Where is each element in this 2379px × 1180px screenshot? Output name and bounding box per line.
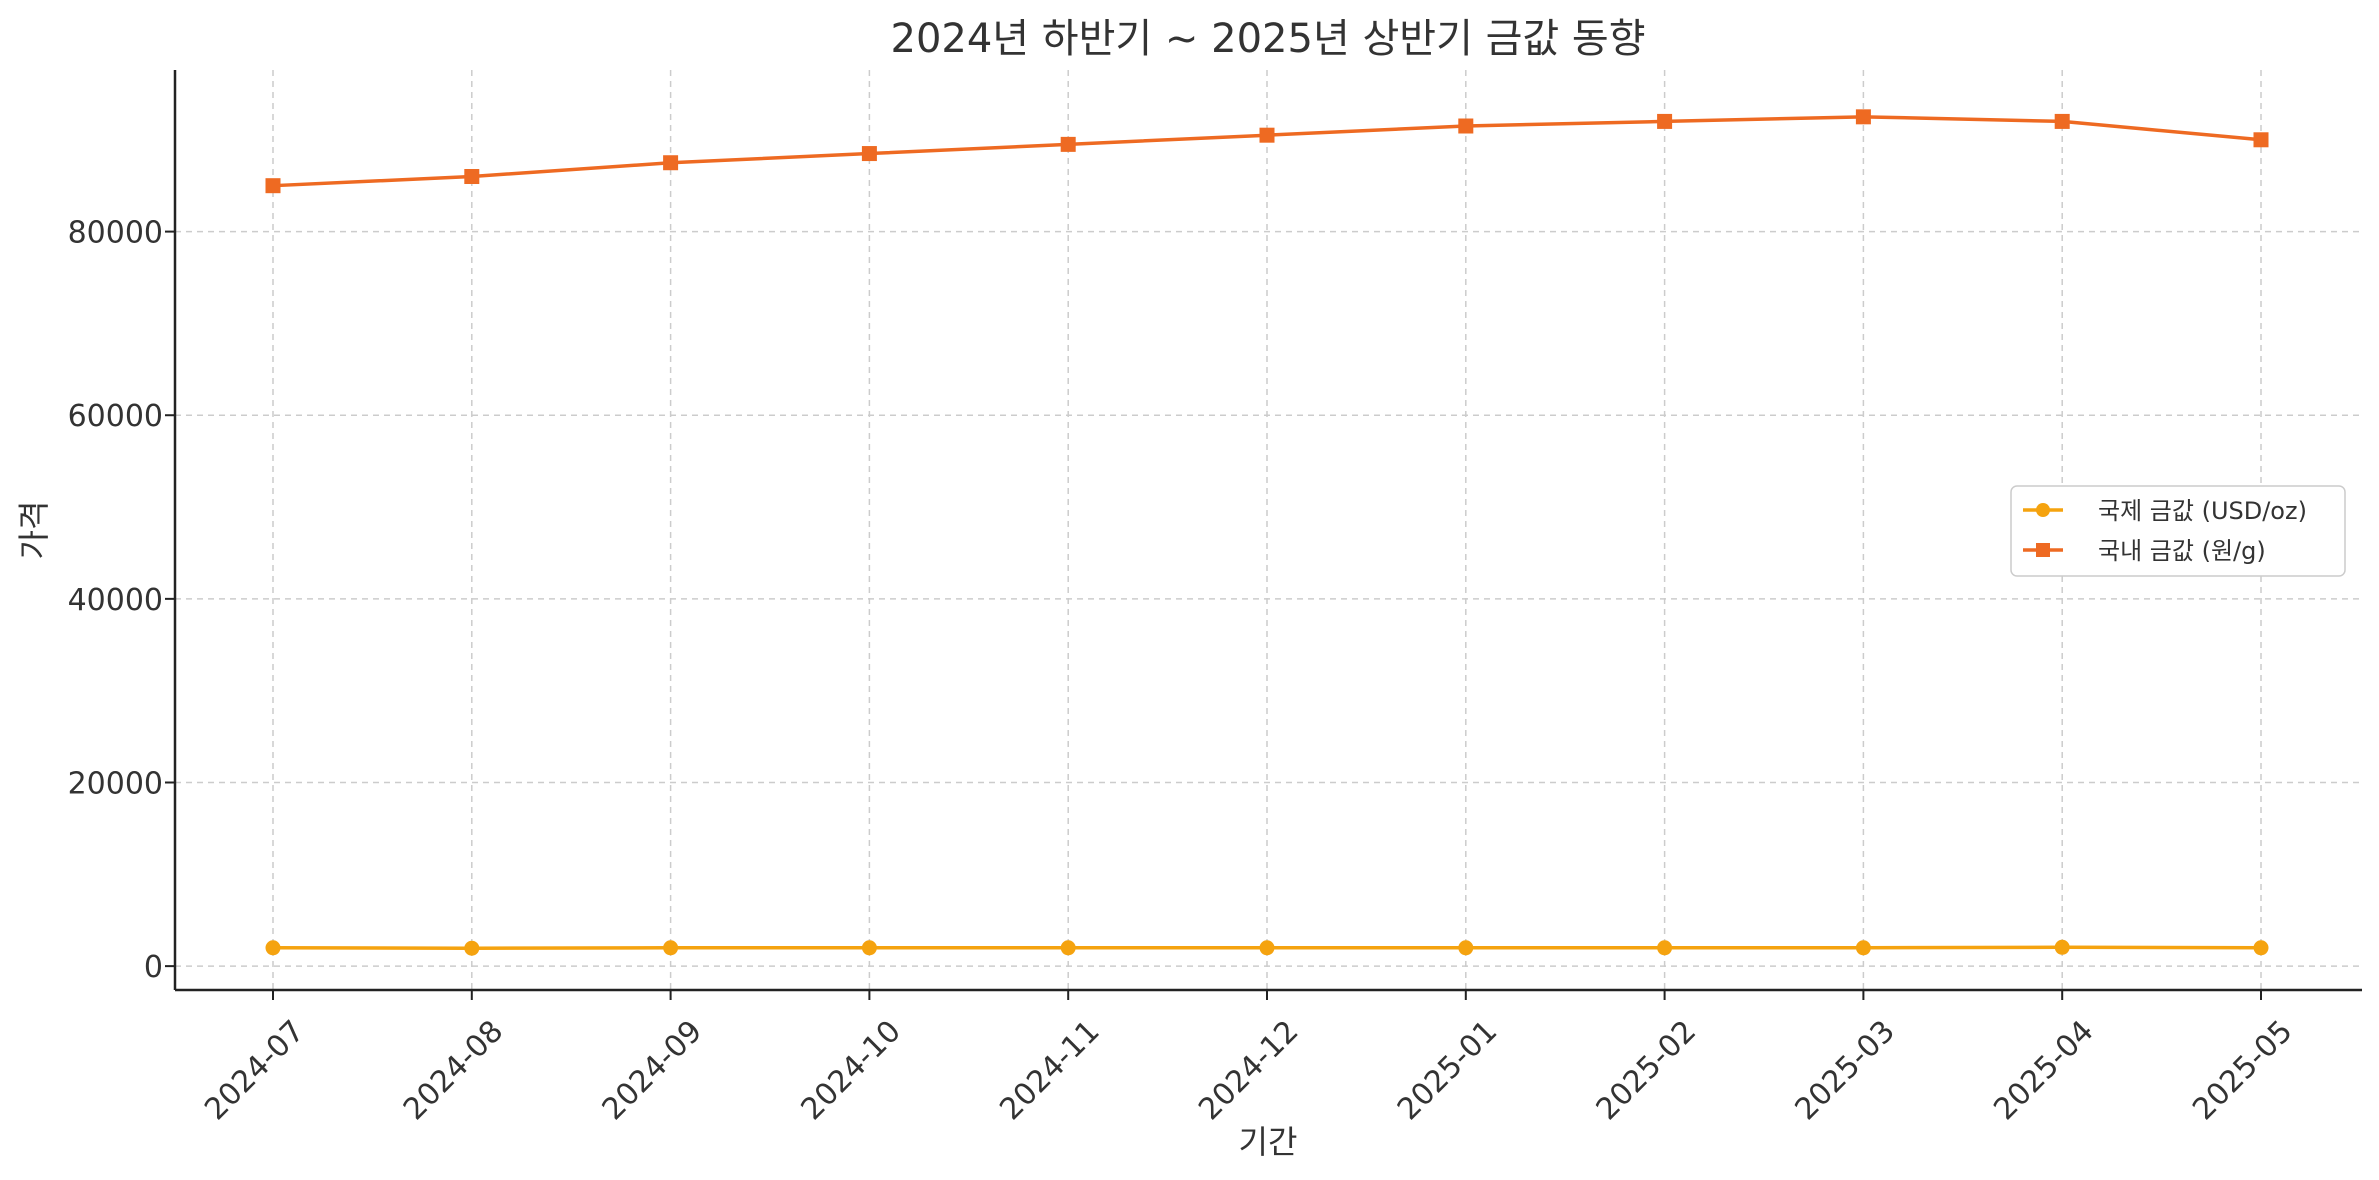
data-point	[1855, 940, 1871, 956]
y-tick-label: 20000	[68, 766, 163, 801]
legend-box	[2010, 485, 2346, 577]
data-point	[1458, 940, 1474, 956]
chart-title: 2024년 하반기 ~ 2025년 상반기 금값 동향	[891, 16, 1646, 62]
x-tick-label: 2024-07	[198, 1014, 311, 1127]
data-point	[2253, 940, 2269, 956]
x-tick-label: 2024-09	[596, 1014, 709, 1127]
y-tick-label: 40000	[68, 583, 163, 618]
y-ticks: 0 20000 40000 60000 80000	[68, 216, 175, 985]
data-point	[1657, 940, 1673, 956]
data-point	[663, 155, 679, 171]
data-point	[2054, 939, 2070, 955]
x-axis-label: 기간	[1239, 1123, 1298, 1161]
x-tick-label: 2025-04	[1987, 1014, 2100, 1127]
y-tick-label: 80000	[68, 216, 163, 251]
data-point	[265, 178, 281, 194]
data-point	[861, 940, 877, 956]
data-point	[1060, 136, 1076, 152]
x-tick-label: 2025-03	[1789, 1014, 1902, 1127]
data-point	[1458, 118, 1474, 134]
x-tick-label: 2024-11	[993, 1014, 1106, 1127]
data-point	[1657, 113, 1673, 129]
legend-entry-2: 국내 금값 (원/g)	[2023, 537, 2266, 565]
x-tick-label: 2024-12	[1192, 1014, 1305, 1127]
data-point	[464, 940, 480, 956]
legend-label: 국내 금값 (원/g)	[2098, 537, 2266, 565]
series-2	[265, 109, 2269, 194]
y-axis-label: 가격	[15, 501, 53, 560]
data-point	[2054, 113, 2070, 129]
x-tick-label: 2024-10	[795, 1014, 908, 1127]
y-tick-label: 60000	[68, 399, 163, 434]
axes	[173, 70, 2362, 992]
legend-marker	[2036, 543, 2050, 557]
legend-label: 국제 금값 (USD/oz)	[2098, 497, 2307, 525]
x-tick-label: 2024-08	[397, 1014, 510, 1127]
data-point	[265, 940, 281, 956]
x-tick-label: 2025-05	[2186, 1014, 2299, 1127]
data-point	[2253, 132, 2269, 148]
series	[265, 109, 2269, 956]
grid	[175, 70, 2362, 990]
legend-entry-1: 국제 금값 (USD/oz)	[2023, 497, 2307, 525]
y-tick-label: 0	[144, 950, 163, 985]
data-point	[1259, 940, 1275, 956]
x-ticks: 2024-07 2024-08 2024-09 2024-10 2024-11 2024-…	[198, 990, 2300, 1127]
data-point	[1259, 127, 1275, 143]
data-point	[464, 169, 480, 185]
x-tick-label: 2025-02	[1590, 1014, 1703, 1127]
x-tick-label: 2025-01	[1391, 1014, 1504, 1127]
data-point	[1855, 109, 1871, 125]
series-1	[265, 939, 2269, 956]
legend-marker	[2036, 503, 2050, 517]
data-point	[663, 940, 679, 956]
data-point	[1060, 940, 1076, 956]
data-point	[861, 146, 877, 162]
legend: 국제 금값 (USD/oz) 국내 금값 (원/g)	[2010, 485, 2346, 577]
